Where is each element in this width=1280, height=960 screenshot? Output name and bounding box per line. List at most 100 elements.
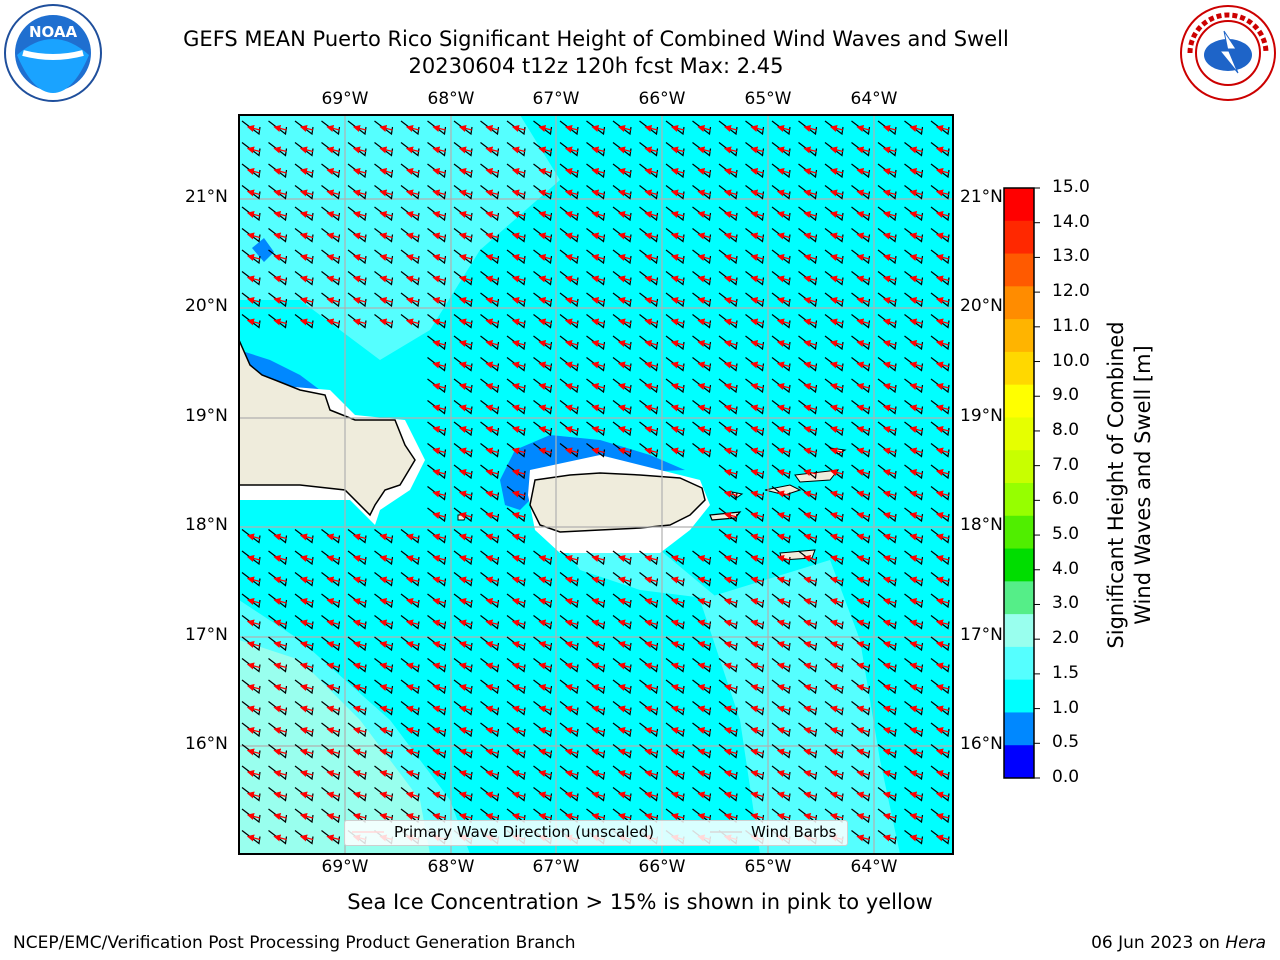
wave-direction-arrow	[379, 769, 393, 777]
wave-direction-arrow	[750, 490, 764, 498]
colorbar-tick-label: 7.0	[1052, 454, 1080, 475]
wave-direction-arrow	[246, 812, 261, 820]
wave-direction-arrow	[803, 705, 817, 713]
wave-direction-arrow	[670, 124, 685, 132]
wave-direction-arrow	[829, 232, 844, 240]
wave-direction-arrow	[299, 576, 314, 584]
wave-direction-arrow	[299, 726, 314, 734]
wave-direction-arrow	[432, 769, 446, 777]
wave-direction-arrow	[299, 124, 314, 132]
wave-direction-arrow	[591, 597, 605, 605]
wave-direction-arrow	[697, 662, 711, 670]
wave-direction-arrow	[352, 683, 367, 691]
wave-direction-arrow	[458, 812, 473, 820]
wave-direction-arrow	[723, 533, 738, 541]
wave-direction-arrow	[776, 812, 791, 820]
wave-direction-arrow	[617, 619, 632, 627]
wave-direction-arrow	[458, 511, 473, 519]
wave-direction-arrow	[856, 361, 870, 369]
colorbar-segment	[1004, 581, 1034, 615]
wave-zone-southeast	[700, 560, 900, 854]
wave-direction-arrow	[723, 447, 738, 455]
wave-direction-arrow	[246, 275, 261, 283]
wave-direction-arrow	[909, 425, 923, 433]
wave-direction-arrow	[776, 189, 791, 197]
wave-direction-arrow	[591, 124, 605, 132]
wave-direction-arrow	[776, 404, 791, 412]
wave-direction-arrow	[856, 468, 870, 476]
wave-direction-arrow	[485, 726, 499, 734]
wave-direction-arrow	[511, 210, 526, 218]
wave-direction-arrow	[882, 834, 897, 842]
wave-direction-arrow	[856, 640, 870, 648]
wave-direction-arrow	[379, 167, 393, 175]
wave-direction-arrow	[485, 683, 499, 691]
wave-zone-north	[239, 115, 560, 360]
wave-direction-arrow	[405, 146, 420, 154]
wave-direction-arrow	[935, 662, 950, 670]
wave-direction-arrow	[299, 189, 314, 197]
wave-direction-arrow	[617, 167, 632, 175]
colorbar-tick-label: 1.0	[1052, 697, 1080, 718]
wave-direction-arrow	[564, 447, 579, 455]
wave-direction-arrow	[909, 124, 923, 132]
wave-direction-arrow	[564, 124, 579, 132]
wave-direction-arrow	[829, 554, 844, 562]
wave-direction-arrow	[776, 791, 791, 799]
wave-direction-arrow	[644, 232, 658, 240]
lat-label-left: 16°N	[185, 734, 228, 754]
wave-direction-arrow	[591, 791, 605, 799]
wave-direction-arrow	[935, 468, 950, 476]
wave-direction-arrow	[697, 124, 711, 132]
wave-direction-arrow	[591, 382, 605, 390]
colorbar-segment	[1004, 351, 1034, 386]
wave-direction-arrow	[776, 748, 791, 756]
wave-direction-arrow	[882, 791, 897, 799]
wave-direction-arrow	[617, 253, 632, 261]
wave-direction-arrow	[776, 382, 791, 390]
wave-direction-arrow	[644, 748, 658, 756]
colorbar-tick-label: 4.0	[1052, 558, 1080, 579]
wave-direction-arrow	[856, 490, 870, 498]
wave-direction-arrow	[750, 382, 764, 390]
wave-direction-arrow	[856, 705, 870, 713]
wave-direction-arrow	[882, 554, 897, 562]
wave-direction-arrow	[803, 662, 817, 670]
wave-direction-arrow	[379, 791, 393, 799]
wave-direction-arrow	[591, 275, 605, 283]
wave-direction-arrow	[405, 683, 420, 691]
wave-direction-arrow	[405, 533, 420, 541]
wave-direction-arrow	[246, 576, 261, 584]
wave-direction-arrow	[564, 253, 579, 261]
wave-direction-arrow	[644, 296, 658, 304]
wave-direction-arrow	[935, 425, 950, 433]
wave-direction-arrow	[432, 339, 446, 347]
wave-direction-arrow	[538, 748, 552, 756]
wave-direction-arrow	[723, 425, 738, 433]
wave-direction-arrow	[670, 167, 685, 175]
wave-direction-arrow	[750, 447, 764, 455]
wave-direction-arrow	[432, 533, 446, 541]
wave-direction-arrow	[803, 640, 817, 648]
wave-direction-arrow	[273, 210, 287, 218]
wave-direction-arrow	[776, 511, 791, 519]
wave-direction-arrow	[856, 425, 870, 433]
wave-direction-arrow	[670, 576, 685, 584]
wave-direction-arrow	[803, 382, 817, 390]
wave-direction-arrow	[511, 576, 526, 584]
wave-direction-arrow	[829, 253, 844, 261]
wave-direction-arrow	[909, 769, 923, 777]
wave-direction-arrow	[352, 791, 367, 799]
wave-direction-arrow	[829, 210, 844, 218]
footer-branch: NCEP/EMC/Verification Post Processing Pr…	[13, 933, 576, 953]
wave-direction-arrow	[882, 146, 897, 154]
footer-machine: Hera	[1225, 933, 1266, 953]
wave-direction-arrow	[485, 769, 499, 777]
wave-direction-arrow	[511, 748, 526, 756]
wave-direction-arrow	[856, 318, 870, 326]
wave-direction-arrow	[670, 640, 685, 648]
wave-direction-arrow	[803, 425, 817, 433]
wave-direction-arrow	[458, 640, 473, 648]
wave-direction-arrow	[591, 683, 605, 691]
